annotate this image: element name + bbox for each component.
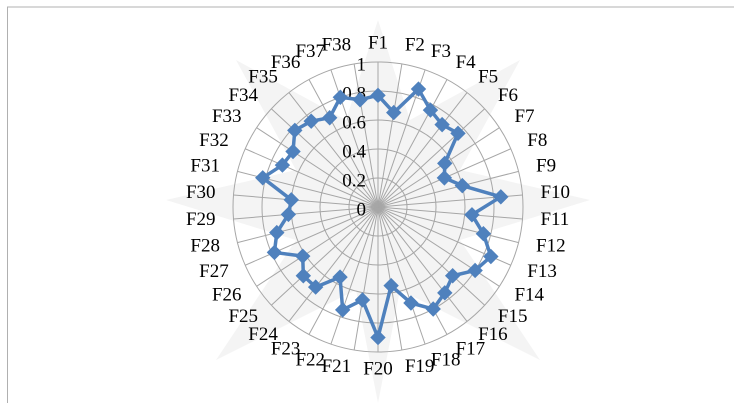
radial-tick-label: 0 [357,199,367,220]
category-label: F7 [514,106,534,127]
category-label: F25 [228,306,258,327]
category-label: F4 [456,52,477,73]
radial-tick-label: 0.2 [342,170,366,191]
category-label: F28 [190,235,220,256]
category-label: F38 [322,35,352,56]
category-label: F5 [478,67,498,88]
category-label: F21 [322,356,352,377]
category-label: F20 [363,358,393,379]
category-label: F29 [186,209,216,230]
category-label: F8 [527,130,547,151]
category-label: F34 [228,85,258,106]
category-label: F10 [540,182,570,203]
category-label: F24 [248,324,278,345]
category-label: F27 [199,261,229,282]
category-label: F32 [199,130,229,151]
chart: 00.20.40.60.81F1F2F3F4F5F6F7F8F9F10F11F1… [0,0,734,403]
category-label: F12 [536,235,566,256]
category-label: F14 [514,285,544,306]
marker [336,303,350,317]
category-label: F6 [498,85,518,106]
category-label: F13 [527,261,557,282]
radial-tick-label: 0.4 [342,141,366,162]
category-label: F11 [540,209,569,230]
category-label: F18 [431,350,461,371]
category-label: F33 [212,106,242,127]
category-label: F1 [368,32,388,53]
category-label: F2 [405,35,425,56]
category-label: F3 [431,41,451,62]
radial-tick-label: 0.6 [342,112,366,133]
category-label: F26 [212,285,242,306]
category-label: F9 [536,155,556,176]
radial-tick-label: 1 [357,54,367,75]
category-label: F31 [190,155,220,176]
category-label: F30 [186,182,216,203]
category-label: F19 [405,356,435,377]
